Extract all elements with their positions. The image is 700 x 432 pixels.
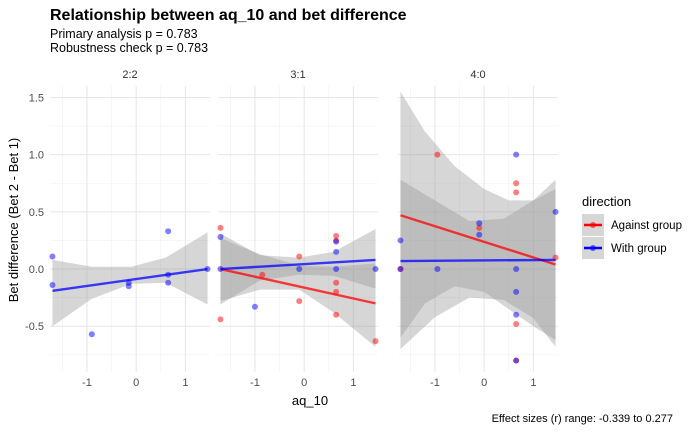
data-point	[476, 220, 483, 227]
data-point	[434, 266, 441, 273]
y-tick-label: 0.5	[29, 207, 44, 219]
chart-subtitle-line-2: Robustness check p = 0.783	[50, 41, 208, 55]
chart-subtitle-line-1: Primary analysis p = 0.783	[50, 27, 198, 41]
legend-label: Against group	[611, 220, 682, 232]
data-point	[165, 279, 172, 286]
data-point	[49, 282, 56, 289]
y-axis-title: Bet difference (Bet 2 - Bet 1)	[6, 138, 21, 303]
data-point	[434, 151, 441, 158]
data-point	[333, 232, 340, 239]
data-point	[88, 331, 95, 338]
legend-key-point	[590, 222, 596, 228]
data-point	[333, 248, 340, 255]
facet-panels: 2:2 -1 0 1 3:1 -1 0 1 4:0 -1 0 1	[49, 69, 559, 389]
data-point	[513, 311, 520, 318]
data-point	[476, 224, 483, 231]
facet-strip-label: 3:1	[290, 69, 305, 81]
y-tick-label: -0.5	[25, 321, 44, 333]
data-point	[513, 180, 520, 187]
data-point	[217, 224, 224, 231]
facet-strip-label: 2:2	[122, 69, 137, 81]
data-point	[296, 266, 303, 273]
data-point	[296, 298, 303, 305]
chart-title: Relationship between aq_10 and bet diffe…	[50, 7, 407, 24]
x-tick-label: 0	[481, 377, 487, 389]
x-tick-label: 0	[301, 377, 307, 389]
data-point	[49, 253, 56, 260]
data-point	[372, 266, 379, 273]
facet-strip-label: 4:0	[470, 69, 485, 81]
x-tick-label: -1	[430, 377, 440, 389]
trend-line	[400, 214, 556, 266]
y-tick-label: 1.0	[29, 150, 44, 162]
data-point	[513, 189, 520, 196]
data-point	[513, 151, 520, 158]
data-point	[513, 288, 520, 295]
legend: direction Against group With group	[582, 194, 682, 259]
x-tick-label: 1	[530, 377, 536, 389]
x-tick-label: 1	[350, 377, 356, 389]
confidence-band	[220, 238, 376, 347]
data-point	[513, 266, 520, 273]
data-point	[217, 316, 224, 323]
data-point	[333, 266, 340, 273]
data-point	[476, 231, 483, 238]
legend-title: direction	[582, 194, 631, 209]
data-point	[513, 320, 520, 327]
data-point	[251, 303, 258, 310]
data-point	[397, 237, 404, 244]
data-point	[217, 234, 224, 241]
data-point	[296, 253, 303, 260]
data-point	[333, 238, 340, 245]
x-axis-title: aq_10	[292, 393, 328, 408]
legend-label: With group	[611, 243, 667, 255]
chart-caption: Effect sizes (r) range: -0.339 to 0.277	[492, 413, 673, 425]
legend-key-point	[590, 245, 596, 251]
data-point	[333, 311, 340, 318]
data-point	[333, 279, 340, 286]
trend-line	[52, 267, 208, 292]
y-tick-label: 1.5	[29, 92, 44, 104]
data-point	[552, 208, 559, 215]
confidence-band	[400, 179, 556, 350]
data-point	[513, 357, 520, 364]
y-tick-label: 0.0	[29, 264, 44, 276]
x-tick-label: -1	[250, 377, 260, 389]
data-point	[259, 271, 266, 278]
x-tick-label: -1	[82, 377, 92, 389]
data-point	[125, 283, 132, 290]
data-point	[165, 228, 172, 235]
data-point	[372, 338, 379, 345]
x-tick-label: 0	[133, 377, 139, 389]
panel-4-0: 4:0 -1 0 1	[397, 69, 559, 389]
panel-2-2: 2:2 -1 0 1	[49, 69, 211, 389]
trend-line	[220, 267, 376, 305]
data-point	[397, 266, 404, 273]
trend-line	[400, 258, 556, 263]
trend-line	[220, 258, 376, 271]
x-tick-label: 1	[182, 377, 188, 389]
panel-3-1: 3:1 -1 0 1	[217, 69, 379, 389]
y-axis: -0.5 0.0 0.5 1.0 1.5	[25, 92, 44, 333]
